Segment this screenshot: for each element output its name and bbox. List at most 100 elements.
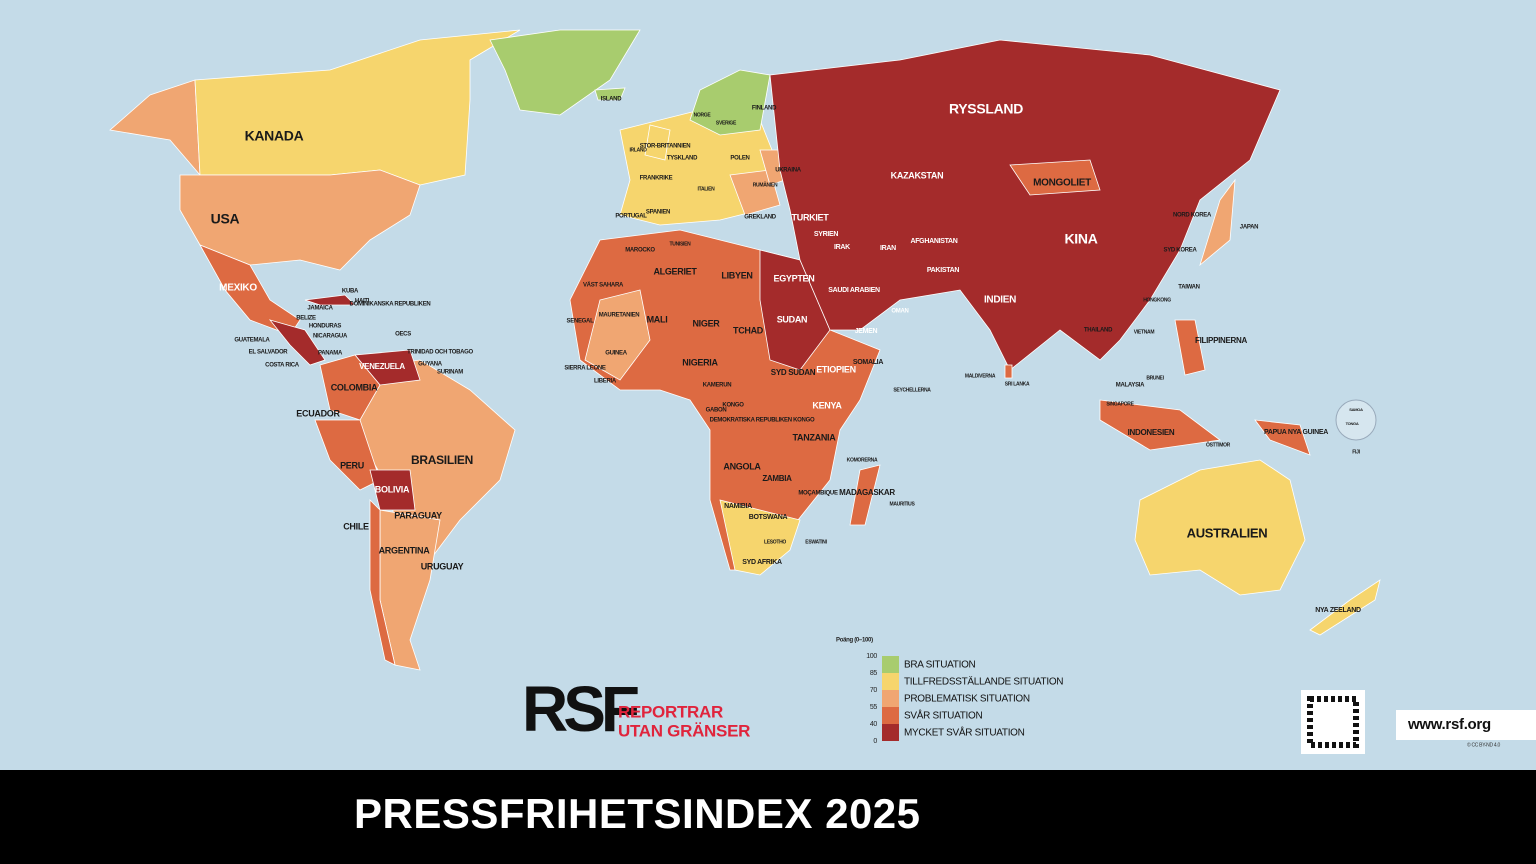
country-label: SUDAN	[777, 314, 808, 324]
country-label: DEMOKRATISKA REPUBLIKEN KONGO	[710, 418, 815, 424]
qr-pattern	[1307, 696, 1359, 748]
uk	[644, 124, 671, 161]
country-label: COSTA RICA	[265, 363, 300, 369]
country-label: TONGA	[1346, 421, 1359, 426]
country-label: GUATEMALA	[234, 338, 270, 344]
country-label: TANZANIA	[793, 432, 837, 442]
page-title: PRESSFRIHETSINDEX 2025	[354, 790, 921, 837]
central-america	[268, 319, 326, 366]
country-label: POLEN	[730, 156, 749, 162]
legend-scale: 55	[870, 704, 878, 711]
country-label: SAUDI ARABIEN	[828, 287, 880, 294]
png	[1254, 419, 1311, 456]
country-label: SYD KOREA	[1164, 248, 1198, 254]
philippines	[1174, 319, 1206, 376]
country-label: TUNISIEN	[670, 241, 692, 247]
south-africa	[719, 499, 801, 576]
country-label: MEXIKO	[219, 283, 257, 294]
country-label: MONGOLIET	[1033, 178, 1091, 189]
cuba	[304, 294, 356, 306]
country-label: LIBERIA	[594, 379, 617, 385]
url-box	[1396, 710, 1536, 740]
legend-label: PROBLEMATISK SITUATION	[904, 694, 1030, 705]
country-label: KONGO	[722, 403, 744, 409]
country-label: CHILE	[343, 521, 369, 531]
country-label: MALI	[647, 314, 668, 324]
country-label: ZAMBIA	[762, 474, 792, 483]
country-label: FIJI	[1352, 449, 1360, 455]
legend-title: Poäng (0–100)	[836, 638, 873, 644]
russia-asia	[769, 39, 1281, 371]
country-label: TYSKLAND	[667, 156, 698, 162]
greenland	[489, 29, 641, 116]
country-label: EGYPTEN	[774, 273, 815, 283]
country-label: KAMERUN	[703, 383, 732, 389]
country-label: KINA	[1064, 231, 1097, 247]
country-label: NORGE	[694, 112, 712, 118]
country-label: BRASILIEN	[411, 453, 473, 467]
country-label: SVERIGE	[716, 120, 737, 126]
legend-scale: 0	[873, 738, 877, 745]
legend-scale: 40	[870, 721, 878, 728]
new-zealand	[1309, 579, 1381, 636]
legend-label: MYCKET SVÅR SITUATION	[904, 726, 1025, 739]
country-label: RUMÄNIEN	[753, 181, 778, 188]
country-label: GABON	[706, 408, 727, 414]
country-label: SAMOA	[1349, 407, 1363, 412]
country-label: HONGKONG	[1143, 297, 1171, 303]
legend-label: BRA SITUATION	[904, 660, 976, 671]
country-label: MAURITIUS	[889, 501, 915, 507]
country-label: DOMINIKANSKA REPUBLIKEN	[350, 302, 431, 308]
country-label: PORTUGAL	[615, 214, 647, 220]
country-label: BOTSWANA	[749, 514, 788, 521]
country-label: ESWATINI	[805, 539, 827, 545]
country-label: UKRAINA	[775, 168, 802, 174]
country-label: ALGERIET	[653, 266, 697, 276]
country-label: IRAK	[834, 244, 850, 251]
country-label: BELIZE	[296, 316, 316, 322]
country-label: SURINAM	[437, 370, 463, 376]
country-label: KOMORERNA	[847, 457, 878, 463]
country-label: SEYCHELLERNA	[893, 387, 931, 393]
country-label: MALDIVERNA	[965, 373, 996, 379]
country-label: SPANIEN	[646, 210, 670, 216]
country-label: VIETNAM	[1134, 329, 1155, 335]
country-label: INDONESIEN	[1128, 428, 1175, 437]
legend-swatch	[882, 690, 899, 707]
iceland	[594, 87, 626, 101]
country-label: TRINIDAD OCH TOBAGO	[407, 350, 473, 356]
country-label: SYRIEN	[814, 231, 839, 238]
mongolia	[1009, 159, 1101, 196]
country-label: MAURETANIEN	[599, 313, 640, 319]
west-africa	[584, 289, 651, 381]
license: © CC BY-ND 4.0	[1467, 741, 1500, 748]
country-label: KENYA	[812, 400, 842, 410]
country-label: SRI LANKA	[1005, 381, 1030, 387]
country-label: AUSTRALIEN	[1187, 525, 1268, 540]
country-label: KANADA	[245, 128, 304, 144]
country-label: KUBA	[342, 289, 359, 295]
country-label: ETIOPIEN	[816, 364, 856, 374]
australia	[1134, 459, 1306, 596]
country-label: MOÇAMBIQUE	[798, 491, 838, 497]
url: www.rsf.org	[1407, 716, 1491, 733]
country-label: HONDURAS	[309, 324, 342, 330]
country-label: PAKISTAN	[927, 267, 960, 274]
country-label: SENEGAL	[567, 319, 595, 325]
country-label: PARAGUAY	[394, 510, 442, 520]
indonesia	[1099, 399, 1222, 451]
country-label: IRLAND	[629, 147, 647, 153]
country-label: ECUADOR	[296, 408, 340, 418]
balkans	[729, 169, 781, 216]
country-label: AFGHANISTAN	[910, 238, 957, 245]
country-label: ANGOLA	[723, 461, 761, 471]
country-label: NYA ZEELAND	[1315, 607, 1361, 614]
country-label: USA	[211, 211, 240, 227]
legend-scale: 85	[870, 670, 878, 677]
pacific-inset	[1335, 399, 1377, 441]
country-label: JAMAICA	[307, 306, 333, 312]
country-label: LESOTHO	[764, 539, 786, 545]
country-label: MADAGASKAR	[839, 488, 895, 497]
